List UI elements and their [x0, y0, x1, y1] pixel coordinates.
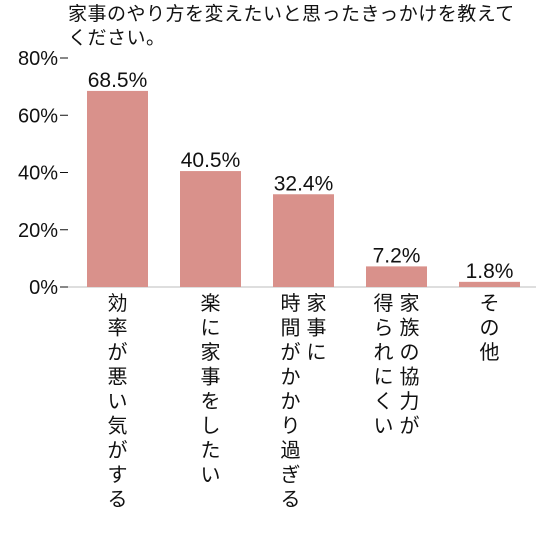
category-char: る: [281, 487, 301, 511]
category-char: り: [281, 414, 301, 438]
bar: [180, 171, 241, 287]
category-char: し: [201, 414, 221, 438]
category-char: れ: [374, 340, 394, 364]
data-label: 68.5%: [88, 69, 148, 92]
data-label: 1.8%: [466, 260, 514, 283]
category-char: 率: [108, 316, 128, 340]
category-char: る: [108, 487, 128, 511]
category-char: に: [374, 365, 394, 389]
category-char: ら: [374, 316, 394, 340]
category-char: 家: [201, 340, 221, 364]
category-char: 間: [281, 316, 301, 340]
bar: [87, 90, 148, 287]
category-char: 時: [281, 291, 301, 315]
category-char: 家: [400, 291, 420, 315]
category-char: 気: [108, 414, 128, 438]
category-char: た: [201, 438, 221, 462]
category-char: の: [480, 316, 500, 340]
category-char: 事: [307, 316, 327, 340]
category-char: に: [201, 316, 221, 340]
category-char: 楽: [201, 291, 221, 315]
category-char: い: [108, 389, 128, 413]
category-char: を: [201, 389, 221, 413]
category-char: が: [108, 438, 128, 462]
bars: [87, 90, 520, 287]
y-tick-label: 80%: [18, 48, 58, 70]
category-char: い: [374, 414, 394, 438]
category-char: の: [400, 340, 420, 364]
category-char: が: [281, 340, 301, 364]
data-label: 40.5%: [181, 149, 241, 172]
value-labels: 68.5% 40.5% 32.4% 7.2% 1.8%: [88, 69, 514, 283]
category-char: 悪: [108, 365, 128, 389]
y-tick-label: 40%: [18, 163, 58, 185]
chart-title: 家事のやり方を変えたいと思ったきっかけを教えてください。: [68, 3, 515, 49]
y-tick-label: 20%: [18, 220, 58, 242]
category-char: ぎ: [281, 463, 301, 487]
category-char: す: [108, 463, 128, 487]
category-char: 他: [480, 340, 500, 364]
y-tick-label: 60%: [18, 105, 58, 127]
category-label: その他: [480, 291, 500, 364]
data-label: 32.4%: [274, 172, 334, 195]
category-char: く: [374, 389, 394, 413]
category-char: 族: [400, 316, 420, 340]
data-label: 7.2%: [373, 244, 421, 267]
category-char: が: [108, 340, 128, 364]
category-char: 事: [201, 365, 221, 389]
category-labels: 効率が悪い気がする楽に家事をしたい家事に時間がかかり過ぎる家族の協力が得られにく…: [108, 291, 500, 511]
category-char: 家: [307, 291, 327, 315]
bar: [273, 194, 334, 287]
bar: [459, 281, 520, 287]
category-char: が: [400, 414, 420, 438]
y-tick-label: 0%: [29, 277, 58, 299]
category-char: い: [201, 463, 221, 487]
category-char: か: [281, 365, 301, 389]
category-char: 力: [400, 389, 420, 413]
category-char: 協: [400, 365, 420, 389]
category-char: 効: [108, 291, 128, 315]
bar: [366, 266, 427, 287]
category-char: 過: [281, 438, 301, 462]
category-char: 得: [374, 291, 394, 315]
category-char: そ: [480, 291, 500, 315]
category-char: か: [281, 389, 301, 413]
category-char: に: [307, 340, 327, 364]
